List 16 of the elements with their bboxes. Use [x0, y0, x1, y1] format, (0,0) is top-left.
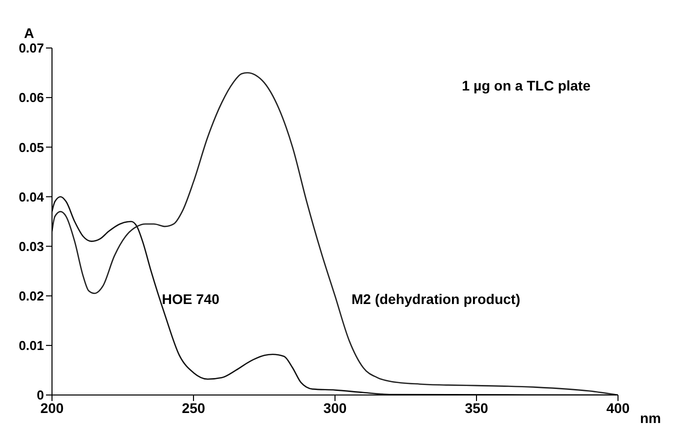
x-tick-label: 400 [606, 400, 630, 416]
y-tick-label: 0.07 [18, 40, 44, 56]
y-tick-label: 0.06 [18, 90, 44, 106]
y-tick-label: 0.03 [18, 238, 44, 254]
x-tick-label: 350 [464, 400, 488, 416]
y-tick-label: 0.05 [18, 140, 44, 155]
y-axis-title: A [24, 25, 34, 41]
y-tick-label: 0.02 [18, 288, 44, 304]
x-tick-label: 250 [182, 400, 206, 416]
y-tick-label: 0.04 [18, 189, 45, 204]
series-label: M2 (dehydration product) [351, 290, 520, 307]
x-tick-label: 300 [323, 400, 347, 416]
x-axis-title: nm [640, 410, 661, 426]
annotation: 1 µg on a TLC plate [462, 78, 591, 94]
series-label: HOE 740 [162, 290, 220, 307]
y-tick-label: 0.01 [18, 338, 44, 354]
